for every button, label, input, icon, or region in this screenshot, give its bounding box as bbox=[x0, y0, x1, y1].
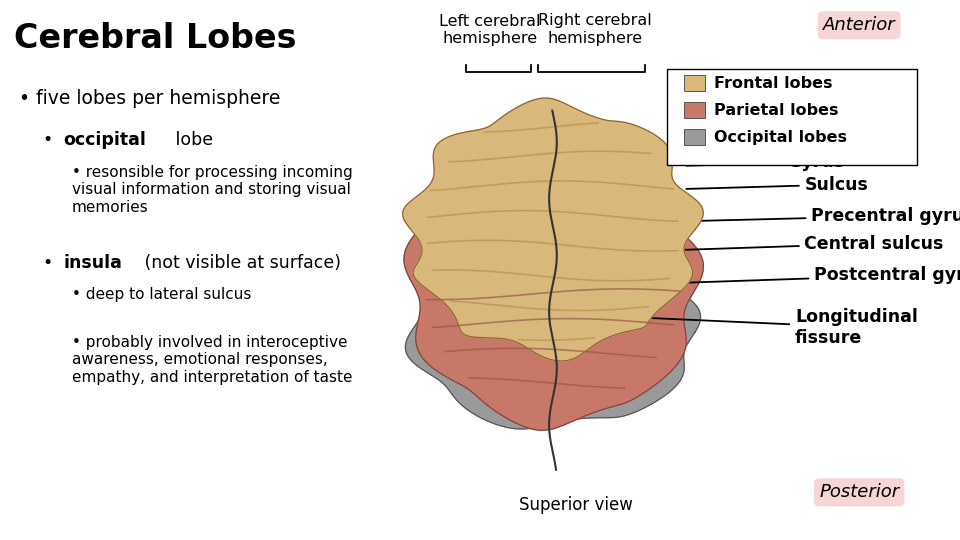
Text: Occipital lobes: Occipital lobes bbox=[714, 130, 848, 145]
Text: Anterior: Anterior bbox=[823, 16, 896, 34]
Text: Posterior: Posterior bbox=[819, 483, 900, 501]
FancyBboxPatch shape bbox=[667, 69, 917, 165]
Polygon shape bbox=[404, 141, 704, 430]
Text: (not visible at surface): (not visible at surface) bbox=[139, 254, 342, 272]
Text: Precentral gyrus: Precentral gyrus bbox=[681, 207, 960, 225]
Polygon shape bbox=[402, 98, 704, 361]
Text: Postcentral gyrus: Postcentral gyrus bbox=[681, 266, 960, 285]
Text: Frontal lobes: Frontal lobes bbox=[714, 76, 832, 91]
Bar bbox=[684, 102, 705, 118]
Text: Parietal lobes: Parietal lobes bbox=[714, 103, 839, 118]
Text: Superior view: Superior view bbox=[519, 496, 633, 514]
Text: • deep to lateral sulcus: • deep to lateral sulcus bbox=[72, 287, 252, 302]
Text: • probably involved in interoceptive
awareness, emotional responses,
empathy, an: • probably involved in interoceptive awa… bbox=[72, 335, 352, 384]
Text: insula: insula bbox=[63, 254, 122, 272]
Text: •: • bbox=[43, 131, 59, 149]
Text: lobe: lobe bbox=[171, 131, 213, 149]
Text: Gyrus: Gyrus bbox=[686, 153, 845, 171]
Text: • resonsible for processing incoming
visual information and storing visual
memor: • resonsible for processing incoming vis… bbox=[72, 165, 352, 214]
Text: Central sulcus: Central sulcus bbox=[681, 234, 944, 253]
Text: occipital: occipital bbox=[63, 131, 146, 149]
Text: Cerebral Lobes: Cerebral Lobes bbox=[14, 22, 297, 55]
Text: • five lobes per hemisphere: • five lobes per hemisphere bbox=[19, 89, 280, 108]
Text: Longitudinal
fissure: Longitudinal fissure bbox=[569, 308, 918, 347]
Text: Sulcus: Sulcus bbox=[686, 176, 869, 194]
Bar bbox=[684, 129, 705, 145]
Polygon shape bbox=[405, 235, 701, 429]
Text: Right cerebral
hemisphere: Right cerebral hemisphere bbox=[539, 14, 652, 46]
Text: •: • bbox=[43, 254, 59, 272]
Bar bbox=[684, 75, 705, 91]
Text: Left cerebral
hemisphere: Left cerebral hemisphere bbox=[439, 14, 540, 46]
